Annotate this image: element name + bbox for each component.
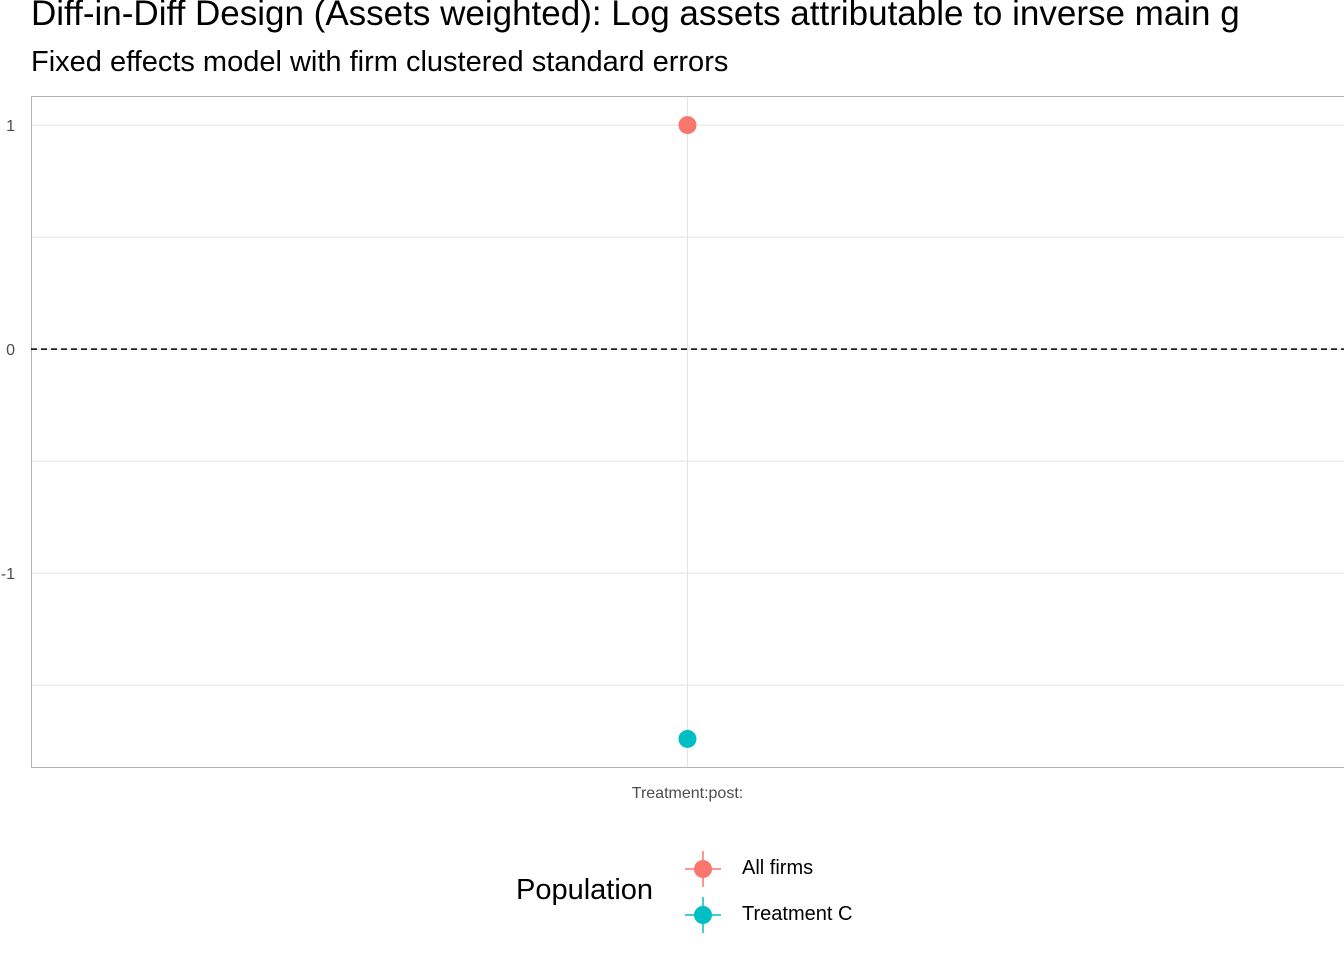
y-tick-label: -1 (1, 566, 15, 583)
legend-label-all-firms: All firms (742, 857, 814, 879)
y-tick-label: 1 (6, 118, 15, 135)
chart-title: Diff-in-Diff Design (Assets weighted): L… (31, 0, 1240, 33)
legend-item-all-firms: All firms (684, 849, 984, 889)
y-tick-label: 0 (6, 342, 15, 359)
plot-border (31, 96, 1344, 768)
legend-key-treatment-c (685, 897, 721, 933)
legend-label-treatment-c: Treatment C (742, 903, 853, 925)
legend-item-treatment-c: Treatment C (684, 895, 984, 935)
data-point-treatment-c (678, 729, 697, 748)
legend-title: Population (516, 874, 654, 906)
data-point-all-firms (678, 116, 697, 135)
x-tick-label: Treatment:post: (632, 785, 743, 802)
chart-subtitle: Fixed effects model with firm clustered … (31, 46, 729, 78)
legend-key-all-firms (685, 851, 721, 887)
